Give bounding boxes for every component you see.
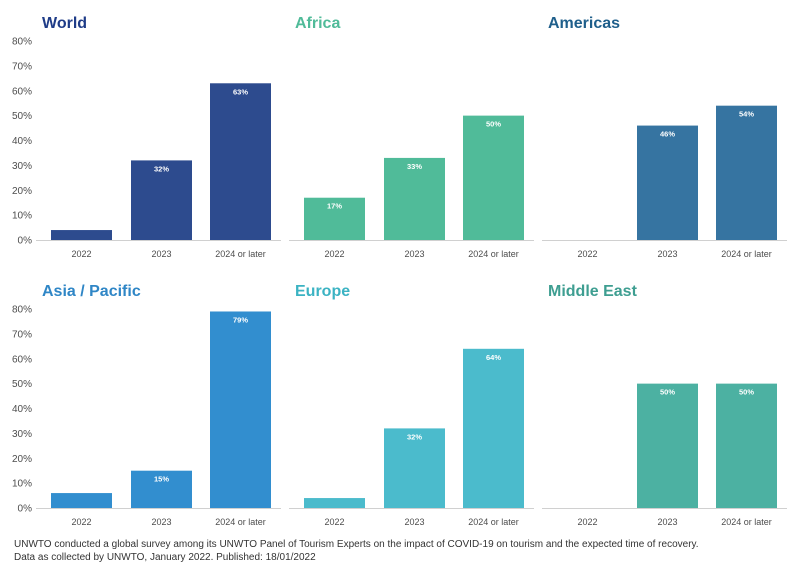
- bar-europe-3: [463, 348, 524, 508]
- data-label: 79%: [233, 315, 248, 324]
- data-label: 32%: [407, 432, 422, 441]
- footer-source: Data as collected by UNWTO, January 2022…: [14, 552, 316, 563]
- bar-europe-2: [384, 428, 445, 508]
- data-label: 46%: [660, 130, 675, 139]
- bar-africa-2: [384, 157, 445, 240]
- y-tick-label: 40%: [12, 136, 32, 147]
- bar-asia-pacific-2: [131, 470, 192, 508]
- footer-note: UNWTO conducted a global survey among it…: [14, 539, 699, 550]
- data-label: 50%: [660, 388, 675, 397]
- x-tick-label: 2024 or later: [721, 517, 772, 527]
- bar-africa-3: [463, 115, 524, 240]
- y-tick-label: 30%: [12, 161, 32, 172]
- x-tick-label: 2024 or later: [468, 517, 519, 527]
- y-tick-label: 10%: [12, 479, 32, 490]
- x-tick-label: 2022: [577, 517, 597, 527]
- bar-middle-east-3: [716, 383, 777, 508]
- y-tick-label: 20%: [12, 454, 32, 465]
- data-label: 54%: [739, 110, 754, 119]
- x-tick-label: 2022: [71, 517, 91, 527]
- bar-asia-pacific-1: [51, 493, 112, 508]
- footer: UNWTO conducted a global survey among it…: [14, 538, 794, 564]
- bar-africa-1: [304, 197, 365, 240]
- bar-americas-3: [716, 105, 777, 240]
- panel-title-middle-east: Middle East: [548, 283, 638, 300]
- y-tick-label: 80%: [12, 305, 32, 316]
- y-tick-label: 70%: [12, 329, 32, 340]
- x-tick-label: 2023: [151, 249, 171, 259]
- panel-title-europe: Europe: [295, 283, 350, 300]
- x-tick-label: 2023: [404, 517, 424, 527]
- data-label: 50%: [486, 120, 501, 129]
- bar-europe-1: [304, 498, 365, 508]
- y-tick-label: 10%: [12, 211, 32, 222]
- bar-asia-pacific-3: [210, 311, 271, 508]
- data-label: 33%: [407, 162, 422, 171]
- panel-title-asia-pacific: Asia / Pacific: [42, 283, 141, 300]
- x-tick-label: 2022: [324, 517, 344, 527]
- x-tick-label: 2024 or later: [215, 249, 266, 259]
- x-tick-label: 2024 or later: [721, 249, 772, 259]
- panel-title-world: World: [42, 15, 87, 32]
- data-label: 17%: [327, 202, 342, 211]
- data-label: 50%: [739, 388, 754, 397]
- bar-world-2: [131, 160, 192, 240]
- data-label: 63%: [233, 87, 248, 96]
- x-tick-label: 2023: [151, 517, 171, 527]
- y-tick-label: 60%: [12, 86, 32, 97]
- y-tick-label: 50%: [12, 379, 32, 390]
- bar-world-1: [51, 230, 112, 240]
- small-multiples-chart: World 0% 10% 20% 30% 40% 50% 60% 70% 80% 2022 32% 20…: [12, 15, 787, 527]
- x-tick-label: 2023: [404, 249, 424, 259]
- data-label: 64%: [486, 353, 501, 362]
- y-tick-label: 0%: [18, 504, 33, 515]
- data-label: 15%: [154, 475, 169, 484]
- x-tick-label: 2022: [577, 249, 597, 259]
- y-tick-label: 70%: [12, 61, 32, 72]
- y-tick-label: 40%: [12, 404, 32, 415]
- y-tick-label: 60%: [12, 354, 32, 365]
- data-label: 32%: [154, 164, 169, 173]
- panel-title-americas: Americas: [548, 15, 620, 32]
- bar-americas-2: [637, 125, 698, 240]
- y-tick-label: 0%: [18, 236, 33, 247]
- y-tick-label: 20%: [12, 186, 32, 197]
- x-tick-label: 2024 or later: [468, 249, 519, 259]
- panel-title-africa: Africa: [295, 15, 340, 32]
- x-tick-label: 2022: [71, 249, 91, 259]
- x-tick-label: 2023: [657, 249, 677, 259]
- bar-world-3: [210, 83, 271, 240]
- x-tick-label: 2024 or later: [215, 517, 266, 527]
- y-tick-label: 50%: [12, 111, 32, 122]
- y-tick-label: 80%: [12, 37, 32, 48]
- x-tick-label: 2023: [657, 517, 677, 527]
- y-tick-label: 30%: [12, 429, 32, 440]
- bar-middle-east-2: [637, 383, 698, 508]
- x-tick-label: 2022: [324, 249, 344, 259]
